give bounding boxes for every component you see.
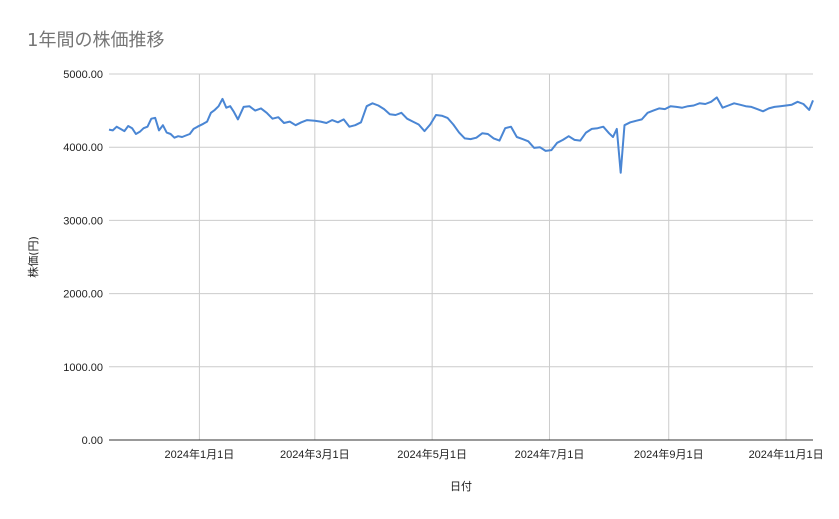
x-tick-label: 2024年9月1日 bbox=[634, 447, 704, 461]
x-tick-label: 2024年3月1日 bbox=[280, 447, 350, 461]
x-axis-label: 日付 bbox=[450, 480, 472, 493]
y-axis-label: 株価(円) bbox=[26, 236, 40, 278]
y-axis-ticks: 0.00 1000.00 2000.00 3000.00 4000.00 5000.00 bbox=[63, 69, 103, 447]
x-tick-label: 2024年1月1日 bbox=[165, 447, 235, 461]
y-tick-label: 3000.00 bbox=[63, 215, 103, 227]
y-tick-label: 2000.00 bbox=[63, 289, 103, 301]
x-tick-label: 2024年7月1日 bbox=[515, 447, 585, 461]
x-tick-label: 2024年11月1日 bbox=[749, 447, 824, 461]
chart-title: 1年間の株価推移 bbox=[27, 30, 165, 51]
x-tick-label: 2024年5月1日 bbox=[397, 447, 467, 461]
y-tick-label: 0.00 bbox=[82, 435, 103, 447]
y-tick-label: 1000.00 bbox=[63, 362, 103, 374]
y-tick-label: 5000.00 bbox=[63, 69, 103, 81]
x-axis-ticks: 2024年1月1日 2024年3月1日 2024年5月1日 2024年7月1日 2024… bbox=[165, 447, 824, 461]
y-tick-label: 4000.00 bbox=[63, 142, 103, 154]
gridlines bbox=[109, 73, 813, 440]
series-group bbox=[108, 96, 814, 174]
series-line bbox=[108, 96, 814, 174]
